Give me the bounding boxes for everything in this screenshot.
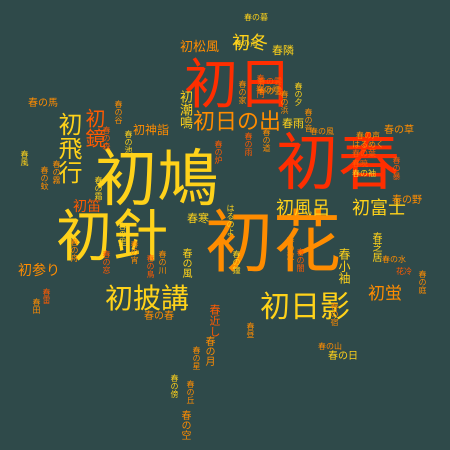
word-harunoumi: 春の海 [234,39,258,48]
word-hatsuhiraki: 初披講 [105,282,190,315]
word-haru_no_oto: 春の音 [304,108,313,132]
word-haru_no_bo: 春の暴 [392,156,401,180]
word-haru_no_koe: 春の声 [356,131,380,140]
word-haru_no_tani: 春の谷 [114,100,123,124]
word-haru_no_sora: 春の空 [179,410,190,440]
word-haru_no_kaze: 春の風 [310,127,334,136]
word-harumeku: はるめく [352,140,384,149]
word-shunsho: 春暁 [352,159,368,168]
word-haru_no_haru: 春の春 [144,311,174,322]
word-haru_no_hama: 春の浜 [280,90,289,114]
word-haru_no_ro: 春の炉 [214,140,223,164]
word-haru_no_sato: 春の里 [118,222,127,246]
word-haru_no_ie: 春の家 [238,80,247,104]
word-haru_no_michi: 春の道 [262,128,271,152]
word-hatsufuji: 初富士 [352,198,406,219]
word-haru_no_uma: 春の馬 [28,98,58,109]
word-haru_no_ka: 春の蚊 [40,166,49,190]
word-haru_no_tsuki: 春の月 [203,336,214,366]
word-hatsukagami: 初鏡 [82,108,106,148]
word-hatsuchushin: 初潮鳴 [177,90,192,129]
word-hatsuhikou: 初飛行 [54,112,82,184]
word-hatsubato: 初鳩 [95,142,220,215]
word-haru_no_soba: 春の傍 [170,374,179,398]
word-shunu: 春雨 [282,117,304,130]
word-haru_no_yama: 春の山 [318,342,342,351]
word-shunchu: 春昼 [246,322,255,338]
word-shunko: 春近し [208,304,221,337]
word-harunoyo: はるのよ [226,204,235,236]
word-haru_no_niwa: 春の庭 [418,270,427,294]
word-harunoyuki: 春の雪 [258,87,282,96]
word-hatsuhi: 初日 [184,53,292,116]
word-shunshoshin: 春小袖 [337,248,351,284]
word-haru_no_yoi: 春の宵 [130,240,139,264]
word-haru_no_mizu: 春の水 [382,255,406,264]
word-haru_no_kiri: 春の霧 [52,160,61,184]
word-haru_no_mado: 春の窓 [102,250,111,274]
word-haru_no_yami: 春の闇 [296,248,305,272]
word-shunshibai: 春芝居 [370,232,381,262]
word-haru_no_yu: 春の夕 [294,82,303,106]
word-hatsubotaru: 初蛍 [368,284,402,304]
word-haru_no_oka: 春の丘 [186,380,195,404]
word-shunkan: 春寒 [187,212,209,225]
word-hatsufuyu: 初冬 [232,33,268,54]
word-haru_no_fune: 春の舟 [70,238,79,262]
word-hatsuhana: 初花 [205,204,342,283]
word-hatsuharu: 初春 [276,126,401,199]
word-hanabie: 花冷 [396,267,412,276]
word-haru_no_ike: 春の池 [124,130,133,154]
word-haru_no_mon: 春の門 [256,74,265,98]
word-haru_no_tori: 春の鳥 [146,254,155,278]
word-haru_no_kumo: 春の雲 [258,77,282,86]
word-haru_no_yado: 春の宿 [330,302,339,326]
word-haru_no_hoshi: 春の星 [192,346,201,370]
word-hatsuhinode: 初日の出 [193,110,282,135]
word-haru_no_fu: 春の風 [180,248,191,278]
word-haru_no_ame: 春の雨 [244,132,253,156]
word-shunden: 春田 [32,298,41,314]
word-shunrin: 春隣 [272,44,294,57]
word-haru_no_hi: 春の日 [328,351,358,362]
word-shunrai: 春雷 [42,288,51,304]
word-hatsuhikage: 初日影 [260,290,350,325]
word-shunpu: 春風 [20,150,29,166]
word-hatsumairi: 初参り [18,263,60,279]
word-haru_no_shimo: 春の霜 [94,176,103,200]
word-haru_no_ha: 春の葉 [352,149,376,158]
word-haru_no_kane: 春の鐘 [232,250,241,274]
word-haru_no_mori: 春の森 [102,126,111,150]
word-haru_no_no: 春の野 [392,195,422,206]
word-haru_no_hi2: 春の灯 [256,85,280,94]
word-hatsushinmode: 初神詣 [133,123,170,137]
word-haru_no_nami: 春の波 [286,236,295,260]
word-haru_no_kure: 春の暮 [244,13,268,22]
word-haru_no_kusa: 春の草 [384,125,414,136]
word-hatsubari: 初針 [56,205,168,270]
word-hatsufuro: 初風呂 [276,198,330,219]
word-haru_no_sode: 春の袖 [352,169,376,178]
word-hatsumatsukaze: 初松風 [180,40,220,55]
word-hatsubue: 初笛 [73,199,101,215]
word-haru_no_kawa: 春の川 [158,250,167,274]
